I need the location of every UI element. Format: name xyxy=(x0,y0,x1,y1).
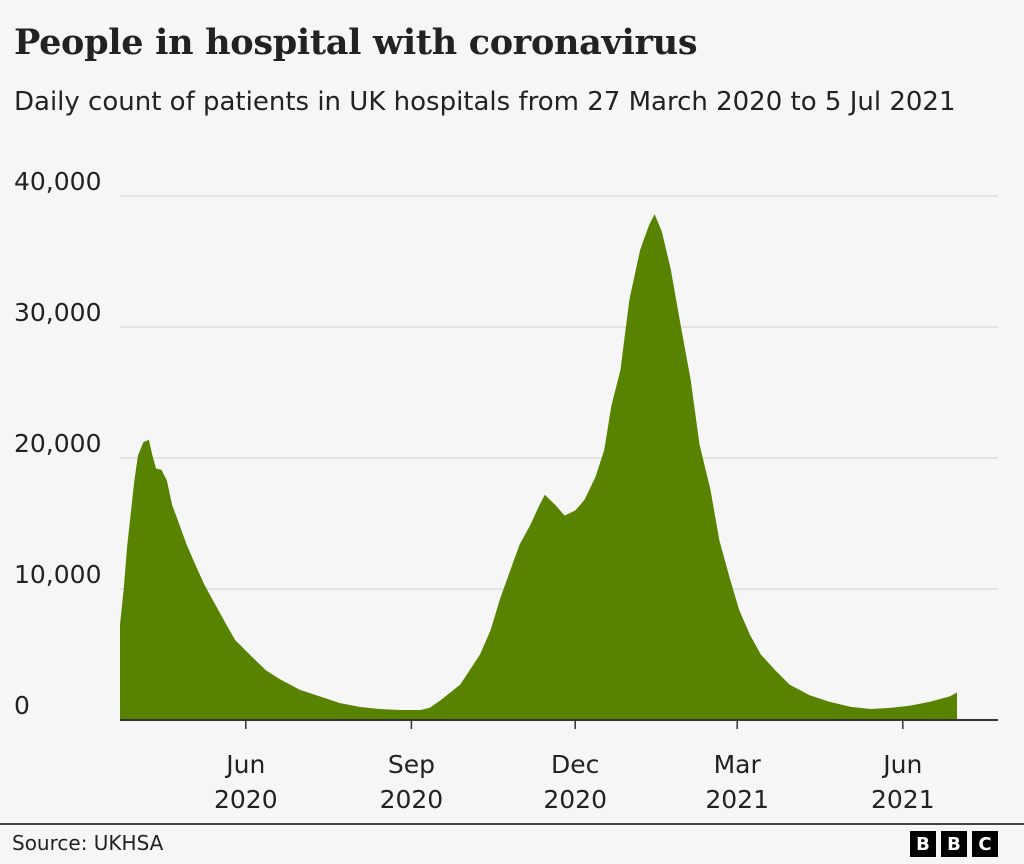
y-tick-label: 10,000 xyxy=(14,560,101,589)
y-tick-label: 20,000 xyxy=(14,429,101,458)
chart-subtitle: Daily count of patients in UK hospitals … xyxy=(14,87,956,117)
bbc-logo: B B C xyxy=(910,831,998,857)
area-series xyxy=(120,214,957,721)
x-tick-label: Sep xyxy=(388,750,435,779)
x-tick-label: Jun xyxy=(224,750,265,779)
chart-title: People in hospital with coronavirus xyxy=(14,22,698,63)
bbc-logo-block: B xyxy=(910,831,936,857)
x-tick-label: 2020 xyxy=(543,785,607,814)
bbc-logo-block: B xyxy=(941,831,967,857)
source-note: Source: UKHSA xyxy=(12,831,164,855)
area-chart: 0 10,000 20,000 30,000 40,000 Jun 2020 Sep 2020 D… xyxy=(14,167,998,814)
footer-divider xyxy=(0,823,1024,825)
x-tick-label: 2021 xyxy=(705,785,769,814)
y-tick-label: 0 xyxy=(14,691,30,720)
bbc-logo-block: C xyxy=(972,831,998,857)
x-tick-label: Dec xyxy=(551,750,599,779)
x-tick-label: Mar xyxy=(714,750,762,779)
y-tick-label: 40,000 xyxy=(14,167,101,196)
y-tick-label: 30,000 xyxy=(14,298,101,327)
x-tick-label: 2021 xyxy=(871,785,935,814)
x-tick-label: 2020 xyxy=(380,785,444,814)
x-tick-label: 2020 xyxy=(214,785,278,814)
x-tick-label: Jun xyxy=(881,750,922,779)
